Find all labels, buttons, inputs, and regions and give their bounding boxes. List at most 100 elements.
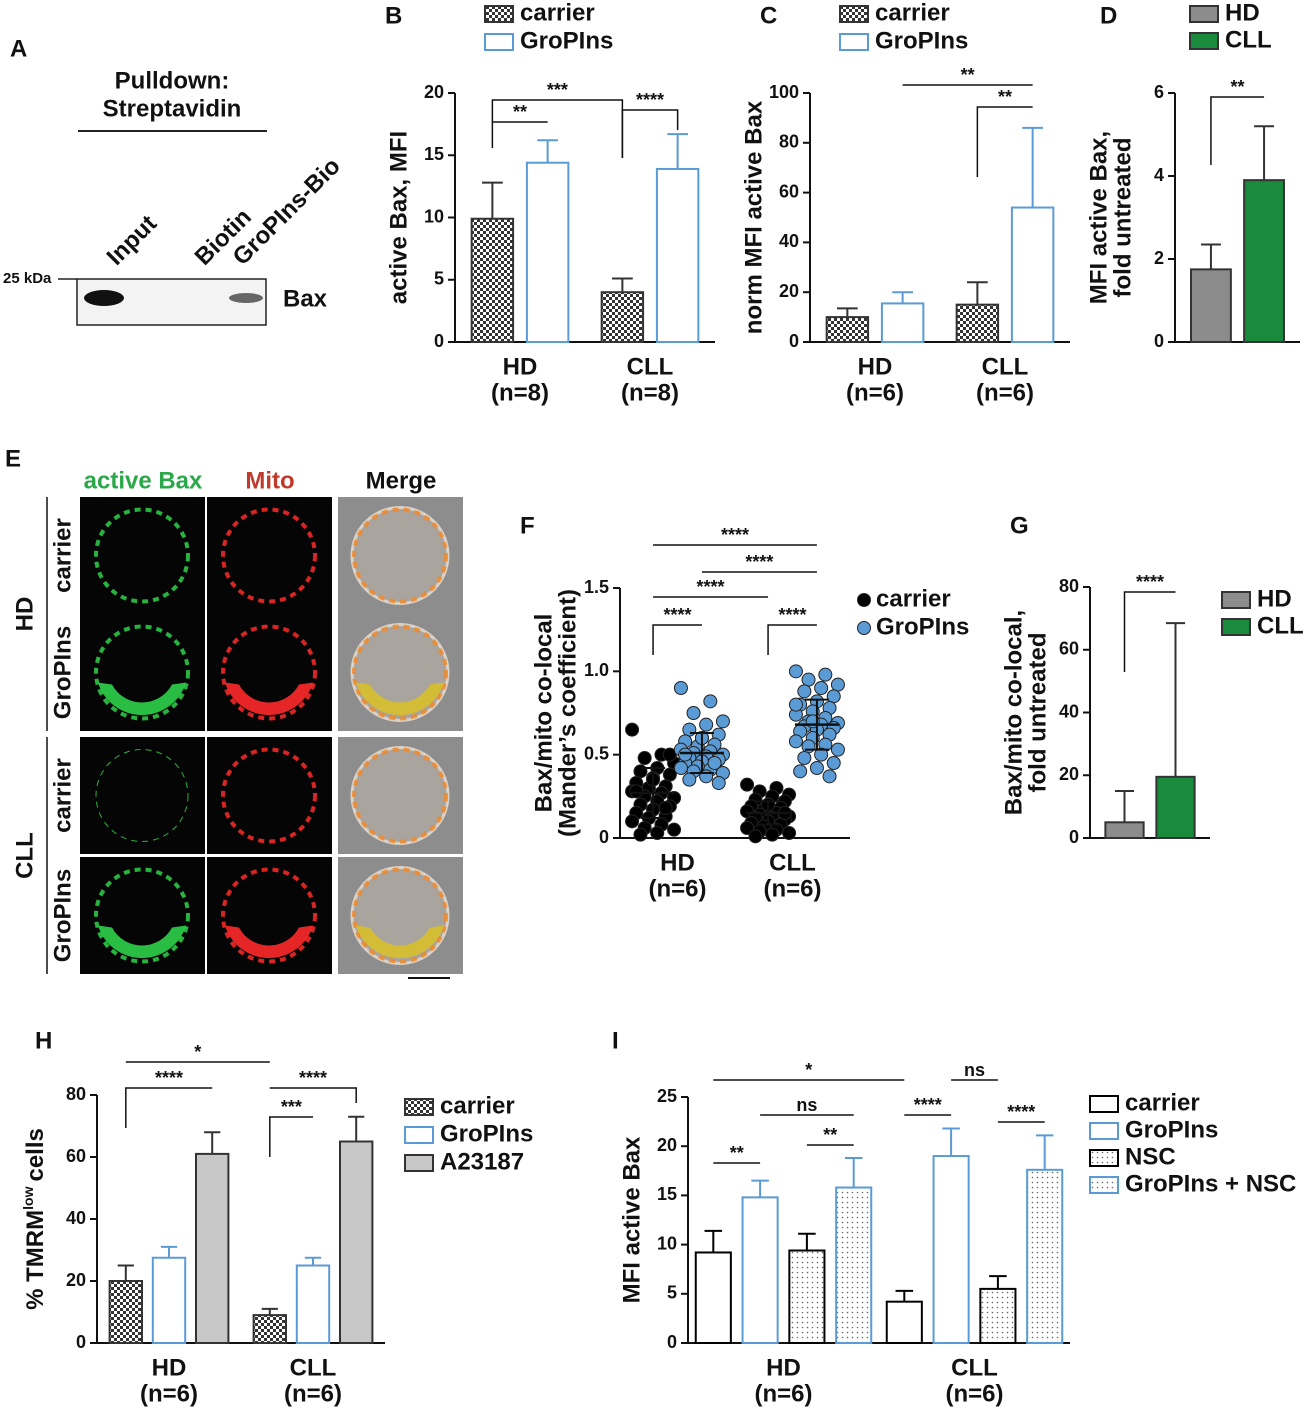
y-tick-label: 0 (1069, 827, 1079, 847)
data-point (826, 689, 841, 704)
y-tick-label: 40 (779, 231, 799, 251)
significance-label: ** (1230, 77, 1244, 97)
significance-label: * (805, 1060, 812, 1080)
significance-label: **** (155, 1068, 183, 1088)
legend-swatch (484, 33, 514, 51)
significance-label: ** (823, 1125, 837, 1145)
panel-label: I (612, 1027, 619, 1054)
legend-label: HD (1257, 585, 1292, 612)
significance-bracket (491, 99, 624, 158)
y-tick-label: 1.5 (584, 577, 609, 597)
protein-label: Bax (283, 285, 328, 312)
significance-bracket (269, 1116, 313, 1157)
data-point (830, 742, 845, 757)
panel-label: D (1100, 2, 1117, 29)
significance-bracket (652, 624, 702, 655)
y-tick-label: 4 (1154, 165, 1164, 185)
x-tick-label: CLL (290, 1354, 337, 1381)
data-point (797, 751, 812, 765)
y-tick-label: 80 (66, 1084, 86, 1104)
micrograph (207, 497, 332, 614)
y-tick-label: 6 (1154, 82, 1164, 102)
data-point (797, 684, 812, 699)
data-point (801, 672, 816, 687)
legend-swatch (404, 1154, 434, 1172)
group-label: CLL (11, 832, 38, 879)
x-tick-note: (n=6) (976, 379, 1034, 406)
column-header: Mito (245, 467, 294, 494)
y-tick-label: 10 (657, 1233, 677, 1253)
y-tick-label: 1.0 (584, 660, 609, 680)
cell-ring (352, 747, 448, 844)
legend-label: carrier (520, 0, 595, 26)
data-point (814, 747, 829, 762)
data-point (633, 827, 648, 842)
data-point (703, 694, 718, 709)
x-tick-note: (n=8) (491, 379, 549, 406)
bar (741, 1196, 779, 1345)
bar (470, 217, 515, 343)
y-tick-label: 0 (1154, 331, 1164, 351)
data-point (658, 801, 673, 815)
y-tick-label: 100 (769, 82, 799, 102)
panel-label: E (5, 445, 21, 472)
y-tick-label: 20 (424, 82, 444, 102)
legend-label: CLL (1225, 26, 1272, 53)
data-point (782, 826, 797, 840)
legend-label: GroPIns (875, 27, 968, 54)
data-point (809, 761, 824, 775)
cell-crescent (225, 925, 313, 959)
cell-ring (95, 749, 189, 842)
micrograph (80, 737, 205, 854)
y-tick-label: 15 (424, 144, 444, 164)
x-tick-label: CLL (982, 353, 1029, 380)
significance-label: ns (796, 1095, 817, 1115)
y-tick-label: 0 (434, 331, 444, 351)
x-tick-label: HD (858, 353, 893, 380)
panel-label: G (1010, 512, 1029, 539)
panel-label: C (760, 2, 777, 29)
y-tick-label: 20 (1059, 764, 1079, 784)
significance-label: * (194, 1042, 201, 1062)
y-tick-label: 40 (1059, 701, 1079, 721)
y-axis-label-part: % TMRM (22, 1210, 49, 1310)
bar (151, 1256, 187, 1344)
x-tick-label: CLL (951, 1354, 998, 1381)
legend-swatch (1089, 1149, 1119, 1167)
legend-swatch (1089, 1095, 1119, 1113)
legend-swatch (1089, 1176, 1119, 1194)
cell-ring (221, 507, 317, 604)
row-label: GroPIns (49, 869, 76, 962)
data-point (629, 784, 644, 799)
bar (600, 291, 645, 344)
bar (1243, 179, 1285, 343)
group-label: HD (11, 597, 38, 632)
y-axis-label-sup: low (20, 1186, 36, 1209)
y-tick-label: 0.5 (584, 743, 609, 763)
panel-label: F (520, 512, 535, 539)
data-point (818, 667, 833, 682)
legend-swatch (484, 5, 514, 23)
bar (825, 316, 870, 344)
bar (1155, 775, 1196, 839)
legend-label: carrier (875, 0, 950, 26)
significance-label: **** (299, 1068, 327, 1088)
data-point (633, 764, 648, 779)
data-point (650, 826, 665, 840)
data-point (711, 776, 726, 790)
significance-label: **** (721, 525, 749, 545)
x-tick-label: HD (503, 353, 538, 380)
significance-label: **** (745, 552, 773, 572)
legend-label: NSC (1125, 1143, 1176, 1170)
y-axis-label: MFI active Bax (618, 1136, 645, 1303)
legend-label: carrier (440, 1092, 515, 1119)
micrograph (80, 497, 205, 614)
significance-bracket (621, 109, 679, 158)
y-tick-label: 60 (66, 1146, 86, 1166)
y-tick-label: 0 (789, 331, 799, 351)
legend-label: GroPIns (440, 1120, 533, 1147)
cell-ring (94, 624, 190, 721)
y-tick-label: 20 (66, 1270, 86, 1290)
x-tick-label: HD (660, 849, 695, 876)
legend-label: HD (1225, 0, 1260, 26)
